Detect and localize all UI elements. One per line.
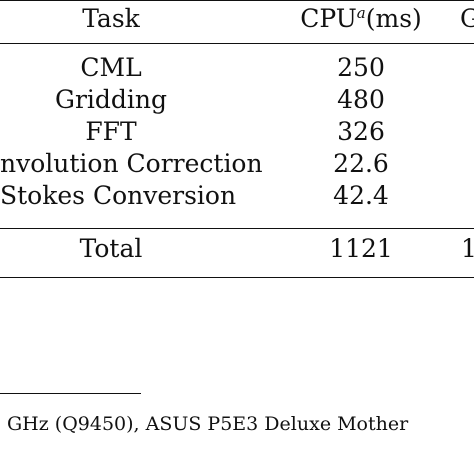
header-cpu-footnote-marker: a	[356, 4, 366, 22]
row-cpu: 250	[337, 53, 385, 82]
header-cpu-suffix: (ms)	[365, 4, 422, 33]
row-task: Gridding	[54, 85, 168, 114]
total-third-partial: 1	[461, 234, 474, 263]
row-task: FFT	[85, 117, 137, 146]
table-bottom-rule	[0, 277, 474, 278]
table-top-rule	[0, 0, 474, 1]
row-cpu: 326	[337, 117, 385, 146]
header-third-partial: G	[460, 4, 474, 33]
total-rule	[0, 228, 474, 229]
header-rule	[0, 43, 474, 44]
row-cpu: 22.6	[333, 149, 389, 178]
footnote-text: GHz (Q9450), ASUS P5E3 Deluxe Mother	[7, 413, 409, 435]
row-cpu: 42.4	[333, 181, 389, 210]
row-task: Stokes Conversion	[0, 181, 237, 210]
row-task: nvolution Correction	[0, 149, 263, 178]
header-cpu: CPUa(ms)	[300, 4, 422, 37]
total-cpu: 1121	[329, 234, 393, 263]
header-task: Task	[82, 4, 140, 33]
header-cpu-prefix: CPU	[300, 4, 357, 33]
footnote-rule	[0, 393, 141, 394]
row-task: CML	[80, 53, 142, 82]
total-task: Total	[79, 234, 143, 263]
row-cpu: 480	[337, 85, 385, 114]
